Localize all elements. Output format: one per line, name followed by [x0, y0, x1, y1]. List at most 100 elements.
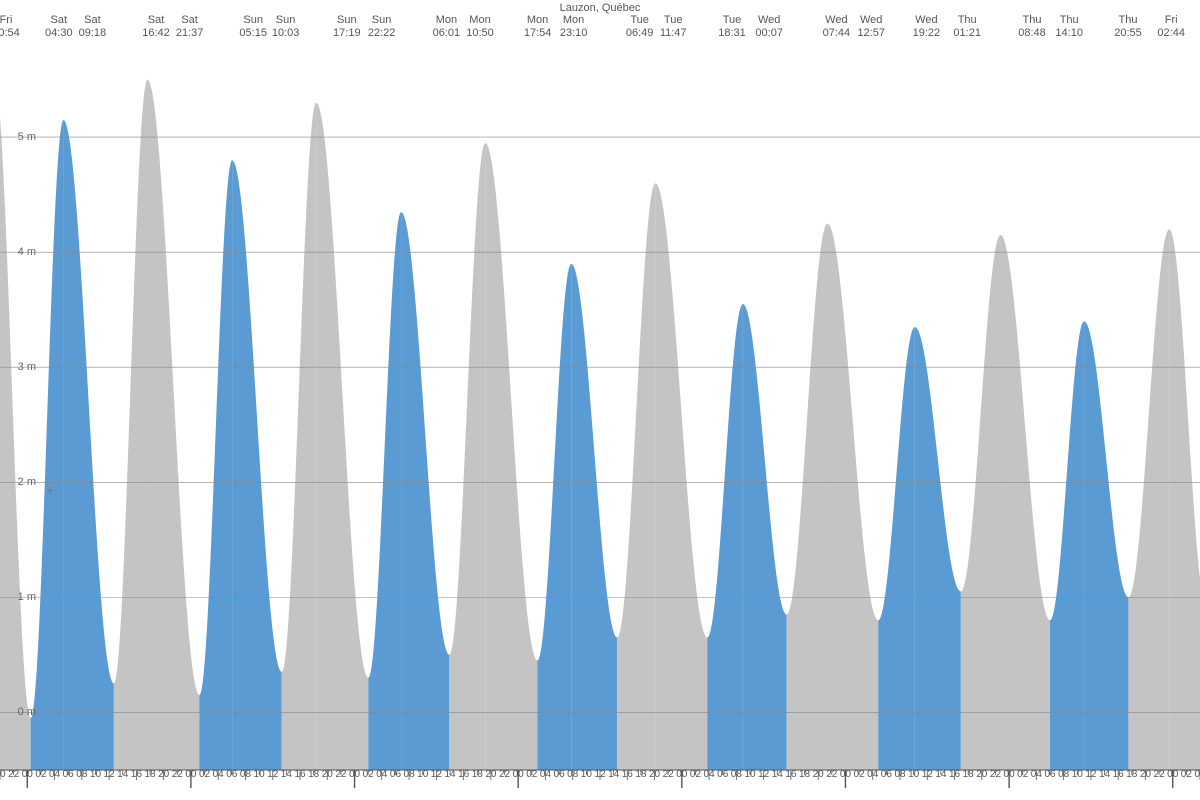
tide-lobe — [147, 80, 199, 770]
x-hour-label: 04 — [49, 769, 60, 780]
tide-time-label: Sun05:15 — [239, 14, 267, 39]
tide-time-label: Tue11:47 — [660, 14, 687, 39]
tide-time-label: Wed07:44 — [823, 14, 851, 39]
x-hour-label: 00 — [185, 769, 196, 780]
x-hour-label: 06 — [1044, 769, 1055, 780]
y-tick-label: 4 m — [18, 246, 40, 258]
tide-time-label: Wed00:07 — [755, 14, 783, 39]
x-hour-label: 08 — [240, 769, 251, 780]
tide-lobe — [1050, 321, 1084, 770]
chart-svg — [0, 0, 1200, 800]
x-hour-label: 06 — [717, 769, 728, 780]
tide-lobe — [199, 160, 232, 770]
tide-lobe — [485, 143, 537, 770]
tide-time-label: Sat21:37 — [176, 14, 204, 39]
x-hour-label: 16 — [294, 769, 305, 780]
tide-time-label: Thu08:48 — [1018, 14, 1046, 39]
x-hour-label: 14 — [772, 769, 783, 780]
x-hour-label: 12 — [922, 769, 933, 780]
x-hour-label: 00 — [840, 769, 851, 780]
cross-marker: + — [46, 482, 54, 498]
x-hour-label: 08 — [76, 769, 87, 780]
tide-time-label: Fri02:44 — [1157, 14, 1185, 39]
x-hour-label: 14 — [281, 769, 292, 780]
x-hour-label: 00 — [22, 769, 33, 780]
tide-time-label: Mon23:10 — [560, 14, 588, 39]
y-tick-label: 2 m — [18, 476, 40, 488]
tide-time-label: Sat09:18 — [79, 14, 107, 39]
x-hour-label: 10 — [744, 769, 755, 780]
x-hour-label: 10 — [90, 769, 101, 780]
tide-lobe — [878, 327, 915, 770]
tide-time-label: Mon17:54 — [524, 14, 552, 39]
x-hour-label: 02 — [1181, 769, 1192, 780]
x-hour-label: 22 — [8, 769, 19, 780]
x-hour-label: 12 — [1085, 769, 1096, 780]
tide-time-label: Tue18:31 — [718, 14, 746, 39]
x-hour-label: 08 — [404, 769, 415, 780]
x-hour-label: 22 — [663, 769, 674, 780]
tide-time-label: Sun22:22 — [368, 14, 396, 39]
tide-lobe — [282, 103, 316, 770]
x-hour-label: 04 — [376, 769, 387, 780]
tide-time-label: Sun17:19 — [333, 14, 361, 39]
x-hour-label: 12 — [104, 769, 115, 780]
x-hour-label: 22 — [990, 769, 1001, 780]
y-tick-label: 1 m — [18, 591, 40, 603]
x-hour-label: 18 — [308, 769, 319, 780]
x-hour-label: 20 — [485, 769, 496, 780]
x-hour-label: 18 — [963, 769, 974, 780]
x-hour-label: 02 — [363, 769, 374, 780]
x-hour-label: 10 — [417, 769, 428, 780]
tide-time-label: Sat04:30 — [45, 14, 73, 39]
x-hour-label: 16 — [785, 769, 796, 780]
tide-lobe — [537, 264, 571, 770]
tide-time-label: Thu20:55 — [1114, 14, 1142, 39]
x-hour-label: 02 — [690, 769, 701, 780]
tide-lobe — [449, 143, 485, 770]
x-hour-label: 16 — [458, 769, 469, 780]
x-hour-label: 22 — [826, 769, 837, 780]
tide-lobe — [915, 327, 961, 770]
x-hour-label: 12 — [594, 769, 605, 780]
x-hour-label: 02 — [854, 769, 865, 780]
x-hour-label: 04 — [540, 769, 551, 780]
x-hour-label: 10 — [254, 769, 265, 780]
x-hour-label: 10 — [1072, 769, 1083, 780]
x-hour-label: 22 — [1154, 769, 1165, 780]
tide-time-label: Wed19:22 — [913, 14, 941, 39]
chart-title: Lauzon, Québec — [560, 2, 641, 14]
x-hour-label: 14 — [444, 769, 455, 780]
x-hour-label: 22 — [172, 769, 183, 780]
x-hour-label: 12 — [758, 769, 769, 780]
tide-lobe — [63, 120, 113, 770]
x-hour-label: 06 — [390, 769, 401, 780]
tide-time-label: Thu14:10 — [1055, 14, 1083, 39]
x-hour-label: 04 — [704, 769, 715, 780]
tide-lobe — [368, 212, 401, 770]
x-hour-label: 02 — [1017, 769, 1028, 780]
x-hour-label: 04 — [1031, 769, 1042, 780]
tide-lobe — [114, 80, 148, 770]
x-hour-label: 16 — [622, 769, 633, 780]
x-hour-label: 02 — [35, 769, 46, 780]
x-hour-label: 00 — [676, 769, 687, 780]
tide-time-label: Mon06:01 — [433, 14, 461, 39]
x-hour-label: 00 — [513, 769, 524, 780]
x-hour-label: 14 — [608, 769, 619, 780]
x-hour-label: 16 — [949, 769, 960, 780]
tide-lobe — [0, 74, 31, 770]
tide-lobe — [232, 160, 282, 770]
x-hour-label: 18 — [472, 769, 483, 780]
tide-lobe — [617, 183, 655, 770]
x-hour-label: 06 — [881, 769, 892, 780]
x-hour-label: 20 — [649, 769, 660, 780]
x-hour-label: 04 — [1194, 769, 1200, 780]
x-hour-label: 20 — [813, 769, 824, 780]
x-hour-label: 20 — [976, 769, 987, 780]
x-hour-label: 06 — [554, 769, 565, 780]
tide-lobe — [571, 264, 617, 770]
x-hour-label: 10 — [908, 769, 919, 780]
x-hour-label: 18 — [1126, 769, 1137, 780]
x-hour-label: 00 — [1004, 769, 1015, 780]
